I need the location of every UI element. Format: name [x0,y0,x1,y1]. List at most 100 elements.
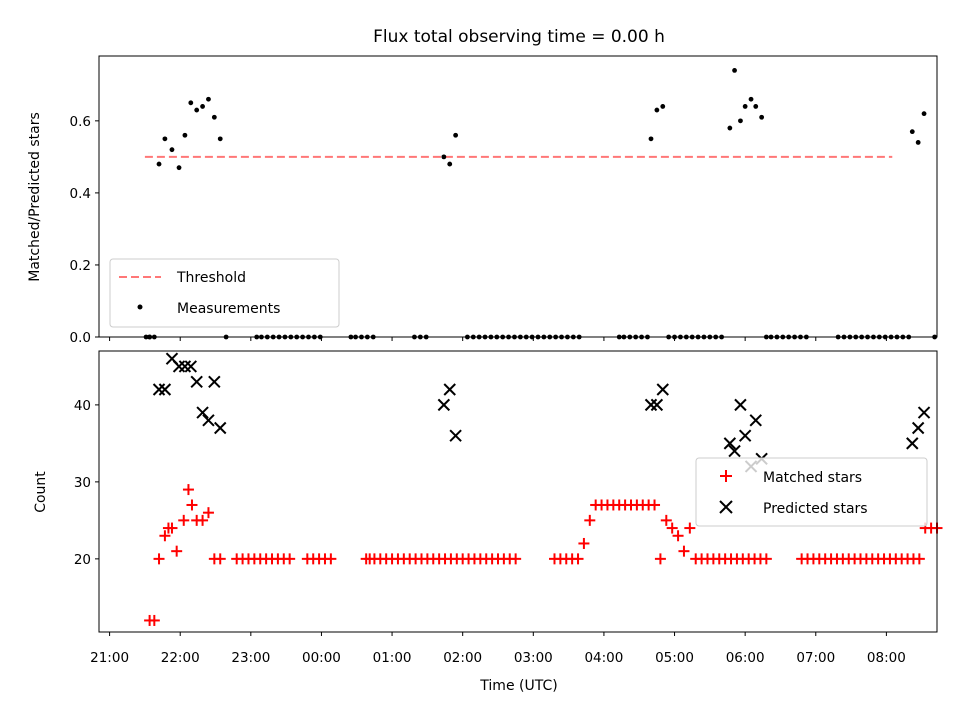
x-axis-label: Time (UTC) [479,678,557,694]
ratio-panel: 0.0 0.2 0.4 0.6 Matched/Predicted stars Thr… [27,55,938,346]
predicted-star-marker [158,383,172,396]
matched-legend-swatch [720,470,732,482]
x-tick-label: 06:00 [726,650,765,666]
ratio-y-axis: 0.0 0.2 0.4 0.6 [70,114,99,346]
matched-star-marker [171,545,183,557]
matched-star-marker [684,522,696,534]
predicted-star-marker [738,429,752,442]
predicted-star-marker [178,360,192,373]
measurement-point [206,96,211,102]
predicted-star-marker [728,444,741,458]
counts-x-axis: 21:00 22:00 23:00 00:00 01:00 02:00 03:00 04:00… [90,632,906,666]
counts-axes-frame [98,350,938,633]
x-tick-label: 21:00 [90,650,129,666]
predicted-star-marker [172,360,186,373]
matched-star-marker [182,484,194,496]
x-tick-label: 03:00 [514,650,553,666]
predicted-star-marker [196,406,209,419]
x-tick-label: 00:00 [302,650,341,666]
measurement-point [759,114,765,120]
matched-star-marker [660,514,672,526]
counts-legend-box [695,457,928,527]
predicted-star-marker [749,414,762,427]
matched-star-marker [572,553,584,565]
measurement-point [921,111,927,117]
measurement-point [915,140,921,145]
measurement-point [217,136,223,142]
matched-star-marker [578,537,590,549]
measurement-point [727,125,733,131]
counts-y-tick-label: 40 [74,398,91,414]
ratio-legend: Threshold Measurements [109,258,340,328]
predicted-star-marker [644,398,658,412]
counts-y-tick-label: 30 [74,475,91,491]
measurement-point [162,136,168,142]
matched-star-marker [584,514,596,526]
predicted-star-marker [443,383,456,396]
x-tick-label: 05:00 [655,650,694,666]
matched-star-marker [178,514,190,526]
predicted-star-marker [152,383,166,396]
measurements-legend-swatch [137,304,143,310]
x-tick-label: 01:00 [373,650,412,666]
predicted-legend-label: Predicted stars [763,501,868,517]
x-tick-label: 04:00 [584,650,623,666]
matched-star-marker [654,553,666,565]
ratio-axes-frame [98,55,938,338]
x-tick-label: 07:00 [796,650,835,666]
measurement-point [753,104,759,109]
ratio-y-tick-label: 0.6 [70,114,91,130]
predicted-star-marker [214,421,227,435]
ratio-x-axis [109,337,887,341]
matched-star-marker [153,553,165,565]
matched-star-marker [148,614,160,626]
threshold-legend-label: Threshold [176,270,246,286]
ratio-y-tick-label: 0.4 [70,186,91,202]
x-tick-label: 23:00 [231,650,270,666]
counts-legend: Matched stars Predicted stars [695,457,928,527]
x-tick-label: 08:00 [867,650,906,666]
measurement-point [156,161,162,167]
chart-title: Flux total observing time = 0.00 h [373,27,665,47]
predicted-star-marker [734,398,747,412]
measurements-legend-label: Measurements [177,301,280,317]
matched-star-marker [666,522,678,534]
measurement-point [200,104,205,109]
matched-star-marker [166,522,178,534]
measurement-point [194,107,200,113]
measurement-point [748,96,754,102]
ratio-y-axis-label: Matched/Predicted stars [27,112,43,282]
counts-panel: 20 30 40 21:00 22:00 23:00 00:00 01:00 02:00 03:… [33,350,943,694]
predicted-star-marker [449,429,462,442]
matched-star-marker [159,530,171,542]
matched-star-marker [214,553,226,565]
ratio-y-tick-label: 0.2 [70,258,91,274]
measurement-point [441,154,447,160]
predicted-star-marker [208,375,221,389]
matched-star-marker [197,514,209,526]
ratio-y-tick-label: 0.0 [70,330,91,346]
measurement-point [447,161,453,167]
measurement-point [909,129,915,135]
predicted-star-marker [650,398,664,412]
matched-star-marker [672,530,684,542]
measurement-point [648,136,654,142]
measurement-point [176,165,182,171]
ratio-legend-box [109,258,340,328]
measurement-point [654,107,660,113]
matched-star-marker [913,553,925,565]
x-tick-label: 02:00 [443,650,482,666]
predicted-star-marker [202,414,215,427]
matched-star-marker [202,507,214,519]
measurement-point [738,118,743,124]
predicted-star-marker [190,375,203,389]
measurement-point [453,132,459,138]
measurement-point [660,104,666,109]
matched-star-marker [510,553,522,565]
predicted-star-marker [723,437,737,450]
predicted-star-marker [184,360,198,373]
counts-y-tick-label: 20 [74,552,91,568]
matched-star-marker [325,553,337,565]
matched-star-marker [284,553,296,565]
